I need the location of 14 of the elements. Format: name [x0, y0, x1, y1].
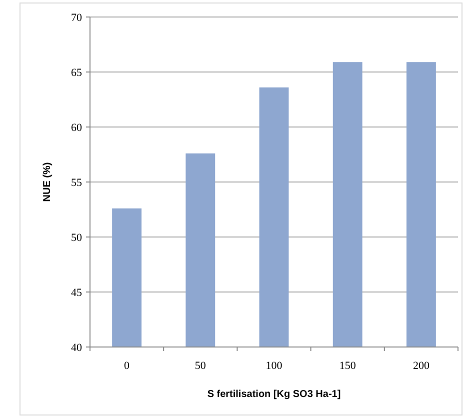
y-tick-label: 55: [71, 176, 82, 189]
y-axis-title: NUE (%): [42, 162, 53, 202]
x-tick-label: 100: [266, 360, 283, 372]
y-tick-label: 65: [71, 66, 82, 79]
y-tick-label: 45: [71, 286, 82, 299]
y-tick-label: 40: [71, 342, 82, 354]
y-tick-label: 70: [71, 12, 82, 24]
y-tick-label: 60: [71, 122, 82, 134]
x-axis-title: S fertilisation [Kg SO3 Ha-1]: [207, 389, 341, 400]
x-tick-label: 50: [194, 360, 206, 372]
x-tick-label: 0: [124, 360, 130, 372]
x-tick-label: 150: [339, 360, 356, 372]
y-tick-label: 50: [71, 232, 82, 244]
x-tick-label: 200: [412, 360, 430, 372]
